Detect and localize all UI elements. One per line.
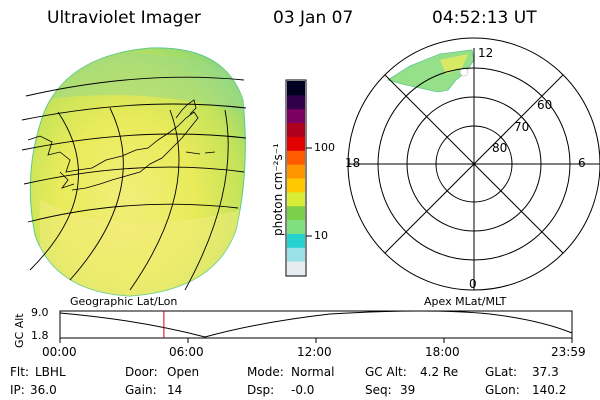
mlt-label-12: 12 (478, 46, 494, 60)
timeline-ticks (59, 338, 573, 343)
time-tick-2359: 23:59 (551, 345, 586, 359)
flt-value: LBHL (35, 365, 66, 379)
time-tick-1200: 12:00 (297, 345, 332, 359)
mlt-label-18: 18 (345, 156, 361, 170)
glon-value: 140.2 (532, 383, 567, 397)
altitude-curve (59, 310, 573, 338)
colorbar-band (287, 191, 305, 207)
gain-label: Gain: (125, 383, 157, 397)
mlt-label-6: 6 (578, 156, 586, 170)
colorbar-band (287, 233, 305, 248)
colorbar-band (287, 205, 305, 221)
colorbar-band (287, 178, 305, 193)
coastline (185, 151, 216, 155)
colorbar (285, 79, 312, 277)
coastline (27, 111, 199, 191)
instrument-title: Ultraviolet Imager (47, 8, 201, 28)
mode-value: Normal (291, 365, 335, 379)
polar-plot (347, 37, 600, 291)
ip-label: IP: (10, 383, 25, 397)
dsp-value: -0.0 (291, 383, 315, 397)
gc-alt-axis-title: GC Alt (13, 313, 26, 348)
door-label: Door: (125, 365, 158, 379)
glat-label: GLat: (485, 365, 518, 379)
colorbar-band (287, 219, 305, 234)
gc-alt-min: 1.8 (31, 329, 49, 342)
geographic-image (21, 47, 247, 297)
gain-value: 14 (167, 383, 183, 397)
glon-label: GLon: (485, 383, 520, 397)
door-value: Open (167, 365, 200, 379)
seq-label: Seq: (365, 383, 392, 397)
apex-mlat-mlt-label: Apex MLat/MLT (424, 295, 507, 308)
colorbar-band (287, 81, 305, 96)
colorbar-band (287, 122, 305, 137)
colorbar-band (287, 108, 305, 124)
rings (347, 37, 600, 291)
colorbar-band (287, 247, 305, 262)
colorbar-band (287, 164, 305, 179)
time-tick-0000: 00:00 (42, 345, 77, 359)
mode-label: Mode: (247, 365, 284, 379)
lat-label-70: 70 (514, 120, 530, 134)
colorbar-tick-100: 100 (314, 141, 335, 154)
lat-label-60: 60 (537, 98, 553, 112)
seq-value: 39 (400, 383, 416, 397)
colorbar-band (287, 150, 305, 165)
colorbar-band (287, 261, 305, 276)
gc-alt-label: GC Alt: (365, 365, 407, 379)
geo-lat-lon-label: Geographic Lat/Lon (70, 295, 178, 308)
dsp-label: Dsp: (247, 383, 275, 397)
time-label: 04:52:13 UT (432, 8, 537, 28)
flt-label: Flt: (10, 365, 29, 379)
gc-alt-value: 4.2 Re (420, 365, 459, 379)
mlt-label-0: 0 (469, 277, 477, 291)
timeline-plot (59, 310, 573, 343)
lat-label-80: 80 (492, 141, 508, 155)
time-tick-0600: 06:00 (169, 345, 204, 359)
colorbar-tick-10: 10 (314, 229, 328, 242)
ip-value: 36.0 (30, 383, 57, 397)
colorbar-band (287, 94, 305, 110)
coastline (175, 99, 197, 119)
time-tick-1800: 18:00 (425, 345, 460, 359)
colorbar-unit-label: photon cm⁻²s⁻¹ (271, 143, 285, 236)
gc-alt-max: 9.0 (31, 306, 49, 319)
colorbar-band (287, 136, 305, 151)
glat-value: 37.3 (532, 365, 559, 379)
date-label: 03 Jan 07 (273, 8, 354, 28)
